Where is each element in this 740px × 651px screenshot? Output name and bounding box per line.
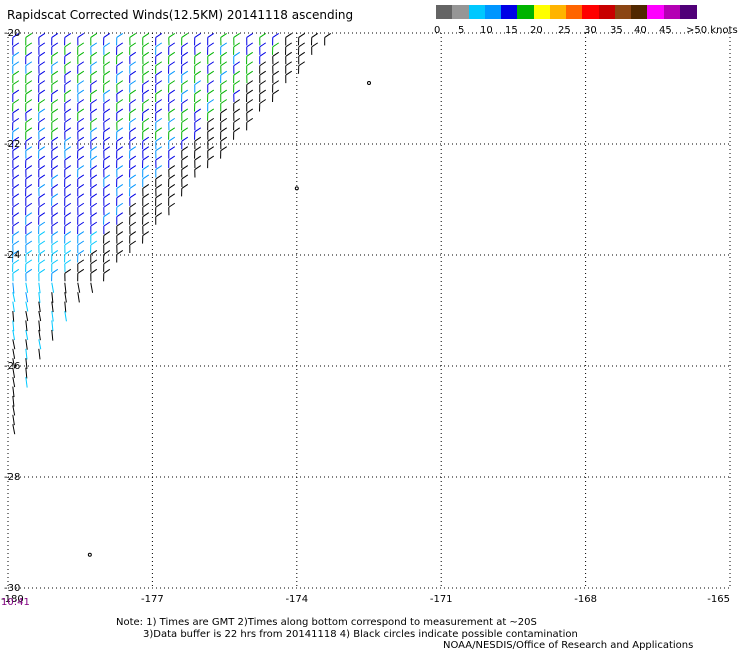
wind-barb — [52, 330, 53, 341]
wind-barb — [13, 387, 14, 398]
wind-barb — [13, 330, 15, 340]
wind-barb — [39, 320, 40, 331]
wind-barb — [13, 320, 14, 331]
wind-barb — [65, 269, 71, 281]
wind-barb — [26, 320, 27, 331]
wind-barb — [39, 283, 40, 293]
wind-barb — [143, 232, 149, 244]
wind-barb — [39, 339, 41, 349]
wind-barb — [26, 349, 27, 360]
wind-barb — [39, 302, 40, 312]
time-label: 10:41 — [1, 597, 30, 608]
y-tick-label: -26 — [4, 361, 20, 372]
axis-ticks: -180-177-174-171-168-165-20-22-24-26-28-… — [1, 28, 730, 605]
wind-barb — [65, 311, 67, 321]
wind-barb — [78, 269, 84, 281]
wind-barb — [26, 368, 27, 379]
y-tick-label: -22 — [4, 139, 20, 150]
wind-barb — [78, 283, 80, 293]
note-line-3: NOAA/NESDIS/Office of Research and Appli… — [443, 640, 693, 651]
wind-barb — [104, 269, 110, 281]
wind-barb — [78, 292, 80, 302]
wind-barb — [13, 405, 15, 415]
wind-barb — [65, 283, 66, 294]
isolated-point — [368, 81, 371, 84]
wind-barb — [39, 311, 41, 321]
wind-barb — [195, 166, 201, 178]
wind-barb — [91, 269, 97, 281]
wind-barb — [26, 302, 28, 312]
wind-barb — [26, 283, 28, 293]
wind-barb — [13, 396, 14, 407]
wind-barb — [169, 203, 175, 215]
wind-barb — [91, 283, 93, 293]
wind-barb — [26, 377, 27, 387]
wind-barb — [117, 250, 123, 262]
y-tick-label: -20 — [4, 28, 20, 39]
wind-barb — [221, 147, 227, 159]
wind-barb — [65, 302, 66, 313]
wind-barb — [13, 283, 14, 294]
note-line-1: Note: 1) Times are GMT 2)Times along bot… — [116, 617, 537, 628]
wind-barb — [26, 269, 32, 281]
wind-barb — [234, 128, 240, 140]
wind-barb — [52, 292, 53, 303]
wind-barb — [247, 118, 253, 130]
wind-barb — [39, 269, 45, 281]
x-tick-label: -177 — [141, 594, 164, 605]
wind-barb — [13, 311, 14, 322]
wind-barb — [13, 377, 15, 387]
y-tick-label: -28 — [4, 472, 20, 483]
wind-barb — [26, 358, 27, 369]
note-line-2: 3)Data buffer is 22 hrs from 20141118 4)… — [143, 629, 578, 640]
wind-barb — [26, 339, 27, 349]
wind-barb — [299, 62, 305, 74]
isolated-point — [295, 187, 298, 190]
wind-barb — [52, 311, 53, 321]
x-tick-label: -168 — [574, 594, 597, 605]
wind-barb — [52, 269, 58, 281]
wind-barb — [65, 292, 67, 302]
wind-barb — [312, 43, 318, 55]
wind-barb — [39, 330, 41, 340]
wind-barb — [13, 292, 15, 302]
wind-barb — [130, 241, 136, 253]
wind-barb — [52, 302, 53, 312]
wind-barb — [325, 33, 331, 45]
isolated-point — [88, 553, 91, 556]
y-tick-label: -24 — [4, 250, 20, 261]
wind-barb — [26, 311, 28, 321]
wind-barb — [39, 292, 40, 303]
wind-barb — [13, 302, 15, 312]
wind-barb — [260, 99, 266, 111]
x-tick-label: -174 — [285, 594, 308, 605]
wind-barb — [286, 71, 292, 83]
wind-barb — [13, 349, 15, 359]
wind-barb — [208, 156, 214, 168]
wind-barb — [182, 184, 188, 196]
wind-barb — [52, 320, 53, 331]
wind-barb — [156, 213, 162, 225]
x-tick-label: -171 — [430, 594, 453, 605]
y-tick-label: -30 — [4, 583, 20, 594]
wind-barb — [13, 269, 19, 281]
wind-barb — [26, 292, 28, 302]
wind-barb — [13, 415, 15, 425]
wind-barb — [39, 349, 40, 360]
wind-barb — [13, 339, 15, 349]
wind-barb — [26, 330, 28, 340]
x-tick-label: -165 — [707, 594, 730, 605]
wind-barb — [13, 424, 15, 434]
wind-barb — [52, 283, 54, 293]
wind-barbs — [13, 33, 371, 556]
wind-barb — [273, 90, 279, 102]
